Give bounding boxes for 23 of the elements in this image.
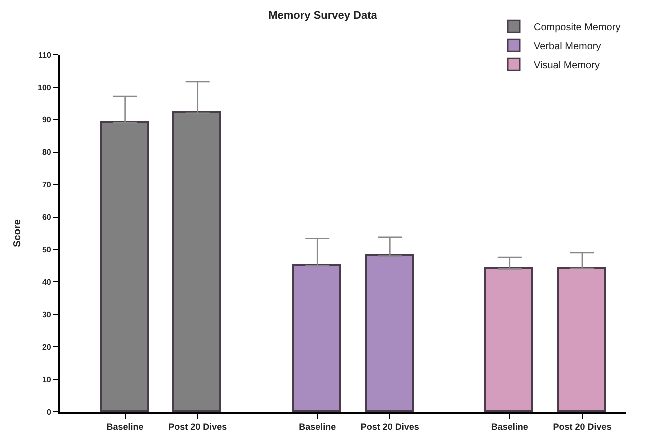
x-tick-label: Post 20 Dives xyxy=(168,422,228,432)
y-tick-label: 30 xyxy=(42,310,52,320)
y-tick-label: 60 xyxy=(42,213,52,222)
y-tick-label: 90 xyxy=(42,116,52,125)
y-tick-label: 80 xyxy=(42,148,52,158)
y-tick-label: 50 xyxy=(42,246,52,255)
chart-title: Memory Survey Data xyxy=(268,10,378,22)
y-axis-title: Score xyxy=(12,219,24,248)
x-tick-label: Post 20 Dives xyxy=(360,422,420,432)
x-tick-label: Baseline xyxy=(106,422,144,432)
x-tick-label: Post 20 Dives xyxy=(553,422,612,432)
legend-label: Verbal Memory xyxy=(534,42,602,53)
legend-label: Composite Memory xyxy=(534,22,621,34)
y-tick-label: 0 xyxy=(46,408,52,417)
y-tick-label: 40 xyxy=(42,278,52,287)
x-tick-label: Baseline xyxy=(491,422,528,432)
x-tick-label: Baseline xyxy=(299,422,336,432)
y-tick-label: 20 xyxy=(42,342,52,352)
y-tick-label: 70 xyxy=(42,180,52,190)
legend-label: Visual Memory xyxy=(534,60,600,72)
y-tick-label: 100 xyxy=(38,83,52,92)
y-tick-label: 110 xyxy=(38,50,52,60)
y-tick-label: 10 xyxy=(42,375,52,384)
